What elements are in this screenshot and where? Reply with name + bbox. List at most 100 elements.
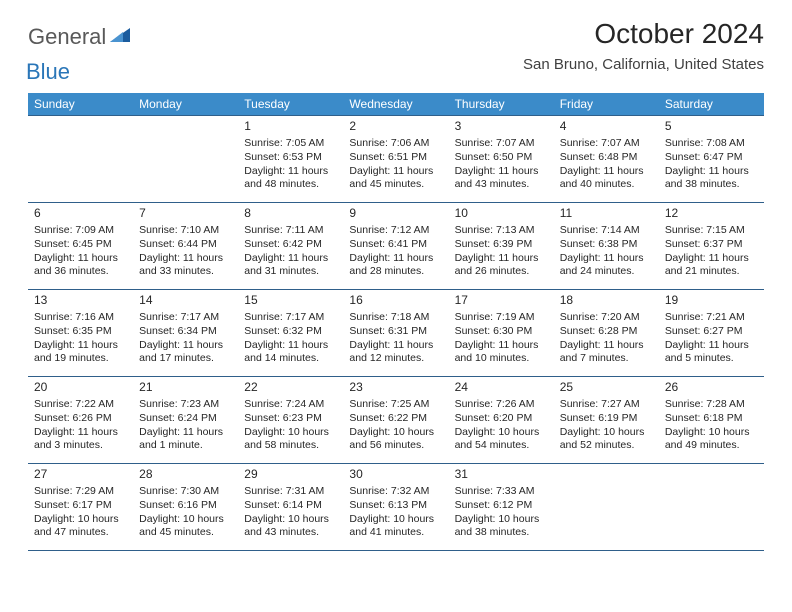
calendar-day-cell: 16 Sunrise: 7:18 AMSunset: 6:31 PMDayligh…: [343, 290, 448, 377]
calendar-row: 6 Sunrise: 7:09 AMSunset: 6:45 PMDaylight…: [28, 203, 764, 290]
day-info: Sunrise: 7:27 AMSunset: 6:19 PMDaylight:…: [560, 398, 653, 453]
day-info: Sunrise: 7:29 AMSunset: 6:17 PMDaylight:…: [34, 485, 127, 540]
day-number: 31: [455, 467, 548, 483]
day-number: 5: [665, 119, 758, 135]
calendar-day-cell: 6 Sunrise: 7:09 AMSunset: 6:45 PMDaylight…: [28, 203, 133, 290]
calendar-day-cell: 8Sunrise: 7:11 AMSunset: 6:42 PMDaylight…: [238, 203, 343, 290]
day-number: 2: [349, 119, 442, 135]
day-number: 23: [349, 380, 442, 396]
day-number: 28: [139, 467, 232, 483]
calendar-day-cell: 17 Sunrise: 7:19 AMSunset: 6:30 PMDayligh…: [449, 290, 554, 377]
calendar-header: SundayMondayTuesdayWednesdayThursdayFrid…: [28, 93, 764, 116]
weekday-header: Thursday: [449, 93, 554, 116]
calendar-empty-cell: [28, 116, 133, 203]
calendar-day-cell: 2 Sunrise: 7:06 AMSunset: 6:51 PMDaylight…: [343, 116, 448, 203]
weekday-header: Monday: [133, 93, 238, 116]
day-number: 25: [560, 380, 653, 396]
day-info: Sunrise: 7:22 AMSunset: 6:26 PMDaylight:…: [34, 398, 127, 453]
day-info: Sunrise: 7:25 AMSunset: 6:22 PMDaylight:…: [349, 398, 442, 453]
day-info: Sunrise: 7:12 AMSunset: 6:41 PMDaylight:…: [349, 224, 442, 279]
calendar-empty-cell: [554, 464, 659, 551]
calendar-day-cell: 27 Sunrise: 7:29 AMSunset: 6:17 PMDayligh…: [28, 464, 133, 551]
location-text: San Bruno, California, United States: [523, 56, 764, 73]
calendar-row: 27 Sunrise: 7:29 AMSunset: 6:17 PMDayligh…: [28, 464, 764, 551]
weekday-header: Friday: [554, 93, 659, 116]
calendar-day-cell: 11 Sunrise: 7:14 AMSunset: 6:38 PMDayligh…: [554, 203, 659, 290]
day-number: 7: [139, 206, 232, 222]
calendar-day-cell: 1 Sunrise: 7:05 AMSunset: 6:53 PMDaylight…: [238, 116, 343, 203]
calendar-day-cell: 4 Sunrise: 7:07 AMSunset: 6:48 PMDaylight…: [554, 116, 659, 203]
day-info: Sunrise: 7:28 AMSunset: 6:18 PMDaylight:…: [665, 398, 758, 453]
weekday-header: Saturday: [659, 93, 764, 116]
day-number: 30: [349, 467, 442, 483]
day-info: Sunrise: 7:15 AMSunset: 6:37 PMDaylight:…: [665, 224, 758, 279]
day-number: 1: [244, 119, 337, 135]
logo: General: [28, 18, 134, 50]
day-info: Sunrise: 7:24 AMSunset: 6:23 PMDaylight:…: [244, 398, 337, 453]
day-number: 20: [34, 380, 127, 396]
calendar-day-cell: 5 Sunrise: 7:08 AMSunset: 6:47 PMDaylight…: [659, 116, 764, 203]
day-info: Sunrise: 7:30 AMSunset: 6:16 PMDaylight:…: [139, 485, 232, 540]
calendar-day-cell: 29Sunrise: 7:31 AMSunset: 6:14 PMDayligh…: [238, 464, 343, 551]
calendar-day-cell: 18Sunrise: 7:20 AMSunset: 6:28 PMDayligh…: [554, 290, 659, 377]
day-number: 10: [455, 206, 548, 222]
calendar-day-cell: 15Sunrise: 7:17 AMSunset: 6:32 PMDayligh…: [238, 290, 343, 377]
calendar-day-cell: 26Sunrise: 7:28 AMSunset: 6:18 PMDayligh…: [659, 377, 764, 464]
day-number: 4: [560, 119, 653, 135]
logo-word-blue: Blue: [26, 59, 70, 84]
weekday-header: Sunday: [28, 93, 133, 116]
day-number: 12: [665, 206, 758, 222]
calendar-day-cell: 14 Sunrise: 7:17 AMSunset: 6:34 PMDayligh…: [133, 290, 238, 377]
calendar-day-cell: 9 Sunrise: 7:12 AMSunset: 6:41 PMDaylight…: [343, 203, 448, 290]
day-number: 24: [455, 380, 548, 396]
calendar-table: SundayMondayTuesdayWednesdayThursdayFrid…: [28, 93, 764, 551]
day-info: Sunrise: 7:13 AMSunset: 6:39 PMDaylight:…: [455, 224, 548, 279]
day-number: 11: [560, 206, 653, 222]
day-info: Sunrise: 7:11 AMSunset: 6:42 PMDaylight:…: [244, 224, 337, 279]
day-info: Sunrise: 7:23 AMSunset: 6:24 PMDaylight:…: [139, 398, 232, 453]
calendar-day-cell: 21Sunrise: 7:23 AMSunset: 6:24 PMDayligh…: [133, 377, 238, 464]
day-info: Sunrise: 7:16 AMSunset: 6:35 PMDaylight:…: [34, 311, 127, 366]
day-info: Sunrise: 7:07 AMSunset: 6:48 PMDaylight:…: [560, 137, 653, 192]
day-info: Sunrise: 7:19 AMSunset: 6:30 PMDaylight:…: [455, 311, 548, 366]
day-number: 27: [34, 467, 127, 483]
calendar-day-cell: 12 Sunrise: 7:15 AMSunset: 6:37 PMDayligh…: [659, 203, 764, 290]
day-number: 9: [349, 206, 442, 222]
calendar-day-cell: 22 Sunrise: 7:24 AMSunset: 6:23 PMDayligh…: [238, 377, 343, 464]
calendar-day-cell: 28 Sunrise: 7:30 AMSunset: 6:16 PMDayligh…: [133, 464, 238, 551]
day-number: 16: [349, 293, 442, 309]
calendar-empty-cell: [133, 116, 238, 203]
calendar-day-cell: 30Sunrise: 7:32 AMSunset: 6:13 PMDayligh…: [343, 464, 448, 551]
day-info: Sunrise: 7:08 AMSunset: 6:47 PMDaylight:…: [665, 137, 758, 192]
day-info: Sunrise: 7:31 AMSunset: 6:14 PMDaylight:…: [244, 485, 337, 540]
day-info: Sunrise: 7:17 AMSunset: 6:34 PMDaylight:…: [139, 311, 232, 366]
month-title: October 2024: [523, 18, 764, 50]
calendar-row: 13Sunrise: 7:16 AMSunset: 6:35 PMDayligh…: [28, 290, 764, 377]
calendar-day-cell: 3 Sunrise: 7:07 AMSunset: 6:50 PMDaylight…: [449, 116, 554, 203]
logo-word-general: General: [28, 24, 106, 50]
day-info: Sunrise: 7:18 AMSunset: 6:31 PMDaylight:…: [349, 311, 442, 366]
calendar-day-cell: 23 Sunrise: 7:25 AMSunset: 6:22 PMDayligh…: [343, 377, 448, 464]
day-info: Sunrise: 7:14 AMSunset: 6:38 PMDaylight:…: [560, 224, 653, 279]
calendar-day-cell: 20 Sunrise: 7:22 AMSunset: 6:26 PMDayligh…: [28, 377, 133, 464]
day-info: Sunrise: 7:17 AMSunset: 6:32 PMDaylight:…: [244, 311, 337, 366]
calendar-day-cell: 13Sunrise: 7:16 AMSunset: 6:35 PMDayligh…: [28, 290, 133, 377]
day-info: Sunrise: 7:05 AMSunset: 6:53 PMDaylight:…: [244, 137, 337, 192]
day-info: Sunrise: 7:09 AMSunset: 6:45 PMDaylight:…: [34, 224, 127, 279]
title-block: October 2024 San Bruno, California, Unit…: [523, 18, 764, 73]
day-info: Sunrise: 7:33 AMSunset: 6:12 PMDaylight:…: [455, 485, 548, 540]
day-info: Sunrise: 7:07 AMSunset: 6:50 PMDaylight:…: [455, 137, 548, 192]
calendar-day-cell: 24 Sunrise: 7:26 AMSunset: 6:20 PMDayligh…: [449, 377, 554, 464]
day-info: Sunrise: 7:26 AMSunset: 6:20 PMDaylight:…: [455, 398, 548, 453]
day-number: 22: [244, 380, 337, 396]
weekday-header: Wednesday: [343, 93, 448, 116]
day-number: 14: [139, 293, 232, 309]
calendar-empty-cell: [659, 464, 764, 551]
day-number: 6: [34, 206, 127, 222]
day-number: 17: [455, 293, 548, 309]
day-info: Sunrise: 7:06 AMSunset: 6:51 PMDaylight:…: [349, 137, 442, 192]
day-number: 19: [665, 293, 758, 309]
calendar-day-cell: 31 Sunrise: 7:33 AMSunset: 6:12 PMDayligh…: [449, 464, 554, 551]
day-info: Sunrise: 7:10 AMSunset: 6:44 PMDaylight:…: [139, 224, 232, 279]
day-number: 3: [455, 119, 548, 135]
